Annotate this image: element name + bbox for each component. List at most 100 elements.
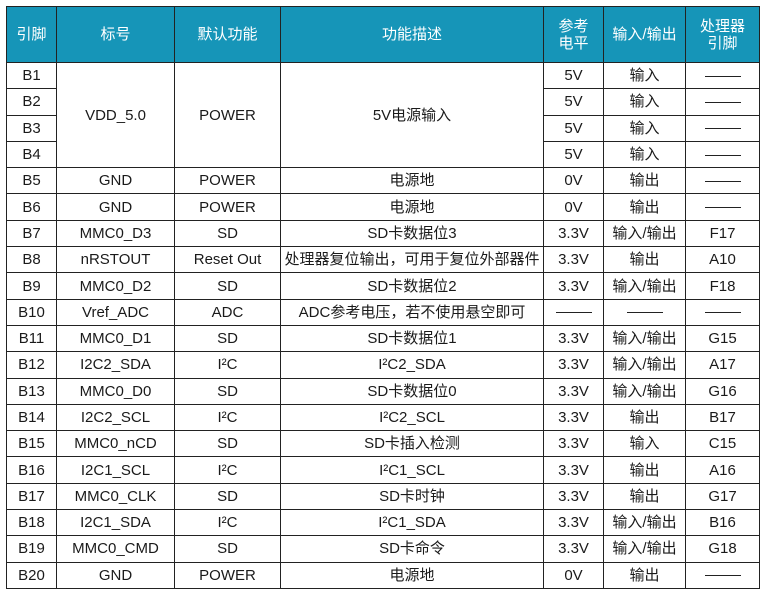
description-cell: 电源地 bbox=[280, 561, 544, 589]
label-cell: MMC0_D0 bbox=[56, 377, 175, 405]
table-row: B3 5V 输入 bbox=[6, 114, 760, 142]
dash-mark bbox=[704, 180, 741, 182]
pin-cell: B2 bbox=[6, 88, 57, 116]
default-function-cell: SD bbox=[174, 219, 281, 248]
table-row: B7 MMC0_D3 SD SD卡数据位3 3.3V 输入/输出 F17 bbox=[6, 219, 760, 248]
io-cell: 输入 bbox=[603, 114, 686, 142]
io-cell: 输入/输出 bbox=[603, 272, 686, 300]
header-label: 标号 bbox=[56, 6, 175, 63]
default-function-cell: SD bbox=[174, 324, 281, 353]
description-cell: SD卡插入检测 bbox=[280, 430, 544, 458]
io-cell: 输入/输出 bbox=[603, 535, 686, 563]
table-row: B16 I2C1_SCL I²C I²C1_SCL 3.3V 输出 A16 bbox=[6, 456, 760, 484]
label-cell: MMC0_nCD bbox=[56, 430, 175, 458]
header-default-function: 默认功能 bbox=[174, 6, 281, 63]
table-row: B13 MMC0_D0 SD SD卡数据位0 3.3V 输入/输出 G16 bbox=[6, 377, 760, 405]
pin-cell: B4 bbox=[6, 140, 57, 169]
label-cell: I2C2_SCL bbox=[56, 403, 175, 432]
label-cell: GND bbox=[56, 193, 175, 221]
pin-cell: B8 bbox=[6, 246, 57, 274]
ref-level-cell: 3.3V bbox=[543, 403, 604, 432]
pin-cell: B18 bbox=[6, 509, 57, 537]
table-row: B8 nRSTOUT Reset Out 处理器复位输出，可用于复位外部器件 3.3V 输… bbox=[6, 246, 760, 274]
label-cell: I2C1_SCL bbox=[56, 456, 175, 484]
ref-level-cell: 5V bbox=[543, 61, 604, 90]
dash-mark bbox=[704, 128, 741, 130]
description-cell: I²C1_SDA bbox=[280, 509, 544, 537]
pin-cell: B11 bbox=[6, 324, 57, 353]
dash-mark bbox=[704, 575, 741, 577]
cpu-pin-cell: G16 bbox=[685, 377, 760, 405]
io-cell: 输出 bbox=[603, 167, 686, 195]
table-row: B14 I2C2_SCL I²C I²C2_SCL 3.3V 输出 B17 bbox=[6, 403, 760, 432]
ref-level-cell: 3.3V bbox=[543, 430, 604, 458]
ref-level-cell: 3.3V bbox=[543, 482, 604, 511]
table-row: B5 GND POWER 电源地 0V 输出 bbox=[6, 167, 760, 195]
table-row: B10 Vref_ADC ADC ADC参考电压，若不使用悬空即可 bbox=[6, 298, 760, 326]
ref-level-cell: 0V bbox=[543, 561, 604, 589]
pin-cell: B17 bbox=[6, 482, 57, 511]
dash-mark bbox=[704, 207, 741, 209]
table-header: 引脚 标号 默认功能 功能描述 参考电平 输入/输出 处理器引脚 bbox=[6, 6, 760, 63]
default-function-cell: SD bbox=[174, 535, 281, 563]
dash-mark bbox=[555, 312, 592, 314]
pin-cell: B1 bbox=[6, 61, 57, 90]
cpu-pin-cell bbox=[685, 114, 760, 142]
table-row: B12 I2C2_SDA I²C I²C2_SDA 3.3V 输入/输出 A17 bbox=[6, 351, 760, 379]
ref-level-cell: 5V bbox=[543, 140, 604, 169]
default-function-cell: SD bbox=[174, 482, 281, 511]
io-cell: 输入 bbox=[603, 88, 686, 116]
dash-mark bbox=[704, 75, 741, 77]
cpu-pin-cell: C15 bbox=[685, 430, 760, 458]
ref-level-cell: 0V bbox=[543, 167, 604, 195]
cpu-pin-cell bbox=[685, 193, 760, 221]
table-row: B15 MMC0_nCD SD SD卡插入检测 3.3V 输入 C15 bbox=[6, 430, 760, 458]
table-row: B9 MMC0_D2 SD SD卡数据位2 3.3V 输入/输出 F18 bbox=[6, 272, 760, 300]
io-cell: 输出 bbox=[603, 482, 686, 511]
io-cell: 输出 bbox=[603, 456, 686, 484]
ref-level-cell bbox=[543, 298, 604, 326]
description-cell: I²C1_SCL bbox=[280, 456, 544, 484]
cpu-pin-cell: A17 bbox=[685, 351, 760, 379]
default-function-cell: POWER bbox=[174, 193, 281, 221]
pin-cell: B5 bbox=[6, 167, 57, 195]
table-row: B17 MMC0_CLK SD SD卡时钟 3.3V 输出 G17 bbox=[6, 482, 760, 511]
ref-level-cell: 3.3V bbox=[543, 272, 604, 300]
ref-level-cell: 3.3V bbox=[543, 351, 604, 379]
ref-level-cell: 3.3V bbox=[543, 219, 604, 248]
header-cpu-pin: 处理器引脚 bbox=[685, 6, 760, 63]
io-cell: 输入/输出 bbox=[603, 377, 686, 405]
label-cell: MMC0_CLK bbox=[56, 482, 175, 511]
pin-cell: B12 bbox=[6, 351, 57, 379]
io-cell: 输出 bbox=[603, 403, 686, 432]
dash-mark bbox=[704, 312, 741, 314]
header-row: 引脚 标号 默认功能 功能描述 参考电平 输入/输出 处理器引脚 bbox=[6, 6, 760, 63]
description-cell: SD卡数据位1 bbox=[280, 324, 544, 353]
label-cell: nRSTOUT bbox=[56, 246, 175, 274]
default-function-cell: I²C bbox=[174, 403, 281, 432]
description-cell: 5V电源输入 bbox=[280, 61, 544, 169]
cpu-pin-cell: B16 bbox=[685, 509, 760, 537]
table-row: B18 I2C1_SDA I²C I²C1_SDA 3.3V 输入/输出 B16 bbox=[6, 509, 760, 537]
cpu-pin-cell: A16 bbox=[685, 456, 760, 484]
default-function-cell: POWER bbox=[174, 61, 281, 169]
pin-cell: B9 bbox=[6, 272, 57, 300]
pin-cell: B16 bbox=[6, 456, 57, 484]
description-cell: I²C2_SDA bbox=[280, 351, 544, 379]
pin-cell: B15 bbox=[6, 430, 57, 458]
default-function-cell: ADC bbox=[174, 298, 281, 326]
cpu-pin-cell: G17 bbox=[685, 482, 760, 511]
io-cell: 输出 bbox=[603, 193, 686, 221]
cpu-pin-cell bbox=[685, 298, 760, 326]
io-cell: 输入 bbox=[603, 430, 686, 458]
header-pin: 引脚 bbox=[6, 6, 57, 63]
io-cell: 输入/输出 bbox=[603, 219, 686, 248]
pin-cell: B3 bbox=[6, 114, 57, 142]
cpu-pin-cell bbox=[685, 561, 760, 589]
description-cell: SD卡命令 bbox=[280, 535, 544, 563]
cpu-pin-cell bbox=[685, 61, 760, 90]
table-row: B11 MMC0_D1 SD SD卡数据位1 3.3V 输入/输出 G15 bbox=[6, 324, 760, 353]
pin-cell: B19 bbox=[6, 535, 57, 563]
default-function-cell: SD bbox=[174, 377, 281, 405]
label-cell: MMC0_D3 bbox=[56, 219, 175, 248]
